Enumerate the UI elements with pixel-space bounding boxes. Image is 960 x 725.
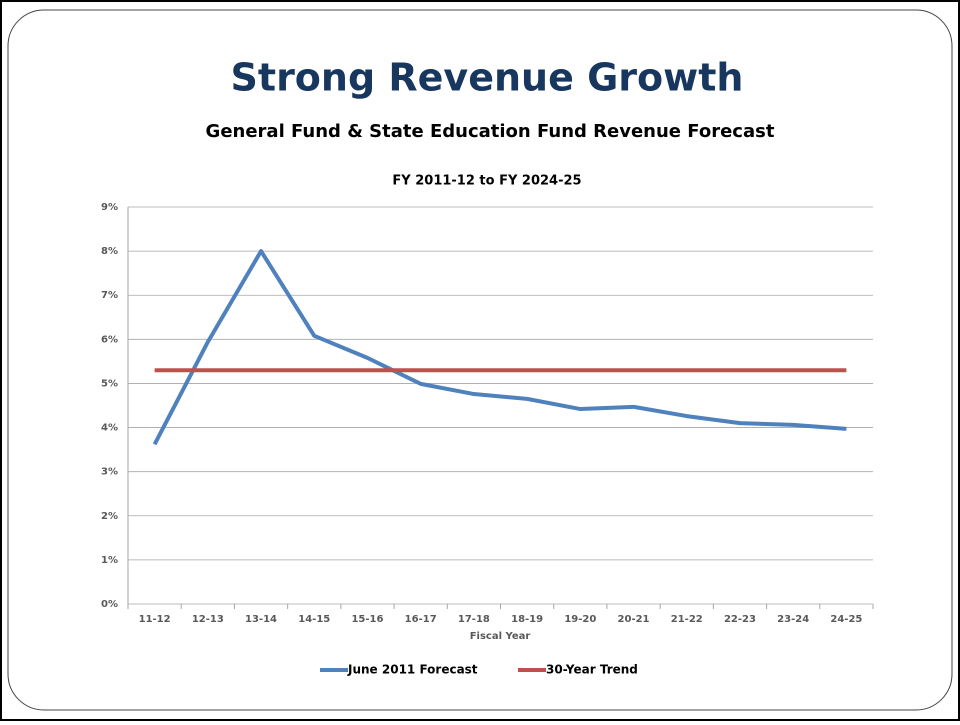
x-tick-label: 11-12 xyxy=(139,614,171,625)
x-tick-label: 12-13 xyxy=(192,614,224,625)
slide-title: Strong Revenue Growth xyxy=(231,56,744,100)
x-tick-label: 15-16 xyxy=(351,614,383,625)
x-tick-label: 16-17 xyxy=(405,614,437,625)
x-tick-label: 20-21 xyxy=(618,614,650,625)
legend-label: 30-Year Trend xyxy=(546,663,638,677)
series-line xyxy=(152,249,847,446)
x-axis-label: Fiscal Year xyxy=(470,631,531,642)
chart-title-box: General Fund & State Education Fund Reve… xyxy=(205,121,775,142)
y-tick-label: 6% xyxy=(101,334,118,345)
x-tick-label: 17-18 xyxy=(458,614,490,625)
y-tick-label: 3% xyxy=(101,467,118,478)
x-tick-label: 22-23 xyxy=(724,614,756,625)
x-tick-label: 23-24 xyxy=(777,614,809,625)
x-tick-label: 19-20 xyxy=(564,614,596,625)
legend-label: June 2011 Forecast xyxy=(347,663,478,677)
x-tick-label: 13-14 xyxy=(245,614,277,625)
y-tick-label: 7% xyxy=(101,290,118,301)
x-tick-label: 24-25 xyxy=(830,614,862,625)
y-tick-label: 9% xyxy=(101,202,118,213)
chart-title: General Fund & State Education Fund Reve… xyxy=(205,121,775,142)
x-tick-label: 21-22 xyxy=(671,614,703,625)
slide-card xyxy=(7,9,953,711)
y-tick-label: 0% xyxy=(101,599,118,610)
y-tick-label: 5% xyxy=(101,378,118,389)
chart-subtitle: FY 2011-12 to FY 2024-25 xyxy=(392,174,581,189)
y-tick-label: 4% xyxy=(101,423,118,434)
x-tick-label: 14-15 xyxy=(298,614,330,625)
y-tick-label: 8% xyxy=(101,246,118,257)
x-tick-label: 18-19 xyxy=(511,614,543,625)
y-tick-label: 2% xyxy=(101,511,118,522)
y-tick-label: 1% xyxy=(101,555,118,566)
